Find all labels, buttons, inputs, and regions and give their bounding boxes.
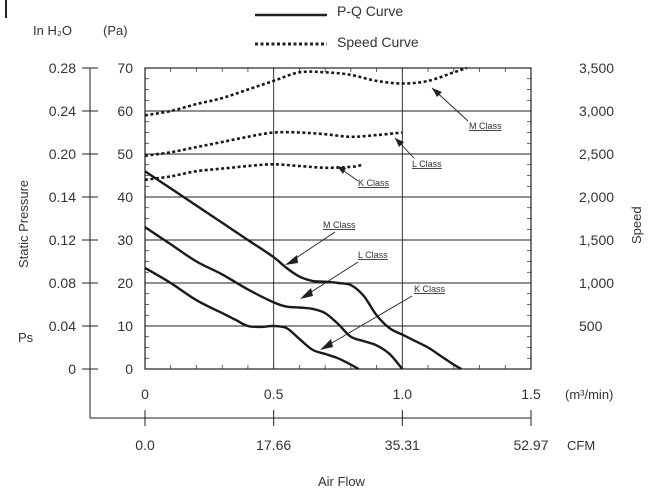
x-tick-label: 0 — [141, 386, 149, 402]
inh2o-tick-label: 0.24 — [49, 103, 76, 119]
pa-tick-label: 70 — [117, 60, 133, 76]
cfm-tick-label: 0.0 — [135, 437, 155, 453]
speed-tick-label: 3,000 — [579, 103, 614, 119]
x-ticks: 0 0.5 1.0 1.5 — [141, 386, 541, 402]
cfm-unit-label: CFM — [567, 438, 595, 453]
pa-unit-label: (Pa) — [103, 23, 128, 38]
annotations: M Class L Class K Class M Class L Class … — [285, 87, 502, 350]
speed-curve-m-class — [144, 66, 468, 117]
pq-curve-l-class — [144, 226, 404, 370]
x-tick-label: 1.0 — [393, 386, 413, 402]
pa-tick-label: 20 — [117, 275, 133, 291]
static-pressure-label: Static Pressure — [16, 180, 31, 268]
speed-curve-k-class — [144, 163, 362, 182]
speed-tick-label: 3,500 — [579, 60, 614, 76]
speed-ticks: 500 1,000 1,500 2,000 2,500 3,000 3,500 — [579, 60, 614, 334]
annotation-speed-l: L Class — [412, 159, 442, 169]
speed-tick-label: 1,500 — [579, 232, 614, 248]
cfm-tick-label: 35.31 — [385, 437, 420, 453]
inh2o-tick-label: 0.08 — [49, 275, 76, 291]
inh2o-unit-label: In H₂O — [33, 23, 72, 38]
legend-pq-label: P-Q Curve — [337, 3, 403, 19]
annotation-speed-k: K Class — [358, 178, 390, 188]
annotation-speed-m: M Class — [469, 121, 502, 131]
x-tick-label: 1.5 — [521, 386, 541, 402]
cfm-tick-label: 52.97 — [513, 437, 548, 453]
pa-tick-label: 40 — [117, 189, 133, 205]
inh2o-tick-label: 0 — [68, 361, 76, 377]
speed-curve-l-class — [144, 130, 403, 157]
speed-tick-label: 2,000 — [579, 189, 614, 205]
inh2o-tick-label: 0.20 — [49, 146, 76, 162]
annotation-pq-l: L Class — [358, 250, 388, 260]
legend-speed-label: Speed Curve — [337, 34, 419, 50]
x-tick-label: 0.5 — [264, 386, 284, 402]
pq-curve-m-class — [144, 170, 463, 371]
pq-curve-k-class — [144, 266, 360, 371]
inh2o-tick-label: 0.12 — [49, 232, 76, 248]
speed-tick-label: 1,000 — [579, 275, 614, 291]
annotation-pq-m: M Class — [323, 220, 356, 230]
speed-axis-label: Speed — [629, 206, 644, 244]
pa-tick-label: 0 — [125, 361, 133, 377]
inh2o-tick-label: 0.28 — [49, 60, 76, 76]
pa-tick-label: 10 — [117, 318, 133, 334]
m3min-unit-label: (m³/min) — [565, 387, 613, 402]
minor-ticks — [144, 67, 532, 370]
inh2o-tick-label: 0.14 — [49, 189, 76, 205]
cfm-tick-label: 17.66 — [256, 437, 291, 453]
speed-tick-label: 500 — [579, 318, 603, 334]
pa-tick-label: 60 — [117, 103, 133, 119]
ps-label: Ps — [18, 330, 34, 345]
air-flow-label: Air Flow — [318, 474, 366, 489]
inh2o-tick-label: 0.04 — [49, 318, 76, 334]
series-layer — [144, 66, 468, 371]
inh2o-ticks: 0 0.04 0.08 0.12 0.14 0.20 0.24 0.28 — [49, 60, 98, 377]
pa-ticks: 0 10 20 30 40 50 60 70 — [117, 60, 133, 377]
pa-tick-label: 50 — [117, 146, 133, 162]
pa-tick-label: 30 — [117, 232, 133, 248]
annotation-pq-k: K Class — [414, 284, 446, 294]
speed-tick-label: 2,500 — [579, 146, 614, 162]
legend: P-Q Curve Speed Curve — [255, 3, 419, 50]
cfm-ticks: 0.0 17.66 35.31 52.97 — [135, 410, 549, 453]
